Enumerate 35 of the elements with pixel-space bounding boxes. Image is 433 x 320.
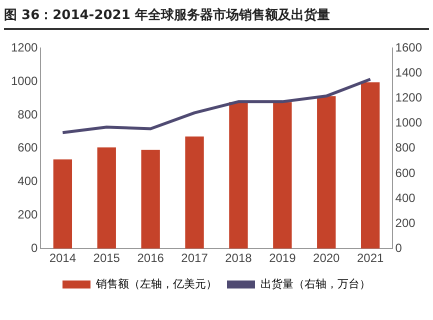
- bar: [53, 159, 72, 249]
- x-tick-label: 2016: [137, 251, 164, 266]
- y2-tick-label: 800: [395, 140, 416, 155]
- x-tick-label: 2021: [356, 251, 384, 266]
- y2-tick-label: 1200: [395, 90, 422, 105]
- bar: [141, 150, 160, 249]
- y2-tick-label: 1600: [395, 40, 422, 55]
- x-tick-label: 2019: [269, 251, 296, 266]
- x-tick-label: 2015: [93, 251, 120, 266]
- y-tick-label: 1200: [10, 40, 38, 55]
- y2-tick-label: 400: [395, 190, 416, 205]
- bar: [185, 136, 204, 249]
- y2-tick-label: 1000: [395, 116, 422, 130]
- bar: [317, 96, 336, 249]
- x-tick-label: 2017: [181, 251, 208, 266]
- legend-label: 出货量（右轴，万台）: [260, 277, 370, 290]
- y-tick-label: 200: [18, 208, 38, 222]
- x-tick-label: 2018: [225, 251, 252, 266]
- y-tick-label: 600: [18, 140, 38, 155]
- bar: [97, 147, 116, 249]
- bar: [273, 102, 292, 249]
- bar: [229, 102, 248, 249]
- y-tick-label: 800: [18, 107, 38, 122]
- y-tick-label: 400: [18, 174, 38, 188]
- y2-tick-label: 600: [395, 166, 416, 180]
- x-tick-label: 2014: [49, 251, 76, 266]
- legend-label: 销售额（左轴，亿美元）: [95, 277, 217, 290]
- y2-tick-label: 0: [395, 240, 402, 255]
- y-tick-label: 1000: [10, 74, 38, 88]
- y2-tick-label: 1400: [395, 66, 422, 80]
- chart-title: 图 36：2014-2021 年全球服务器市场销售额及出货量: [4, 6, 429, 30]
- bar: [360, 82, 380, 249]
- x-tick-label: 2020: [313, 251, 340, 266]
- y2-tick-label: 200: [395, 216, 416, 230]
- y-tick-label: 0: [31, 240, 38, 255]
